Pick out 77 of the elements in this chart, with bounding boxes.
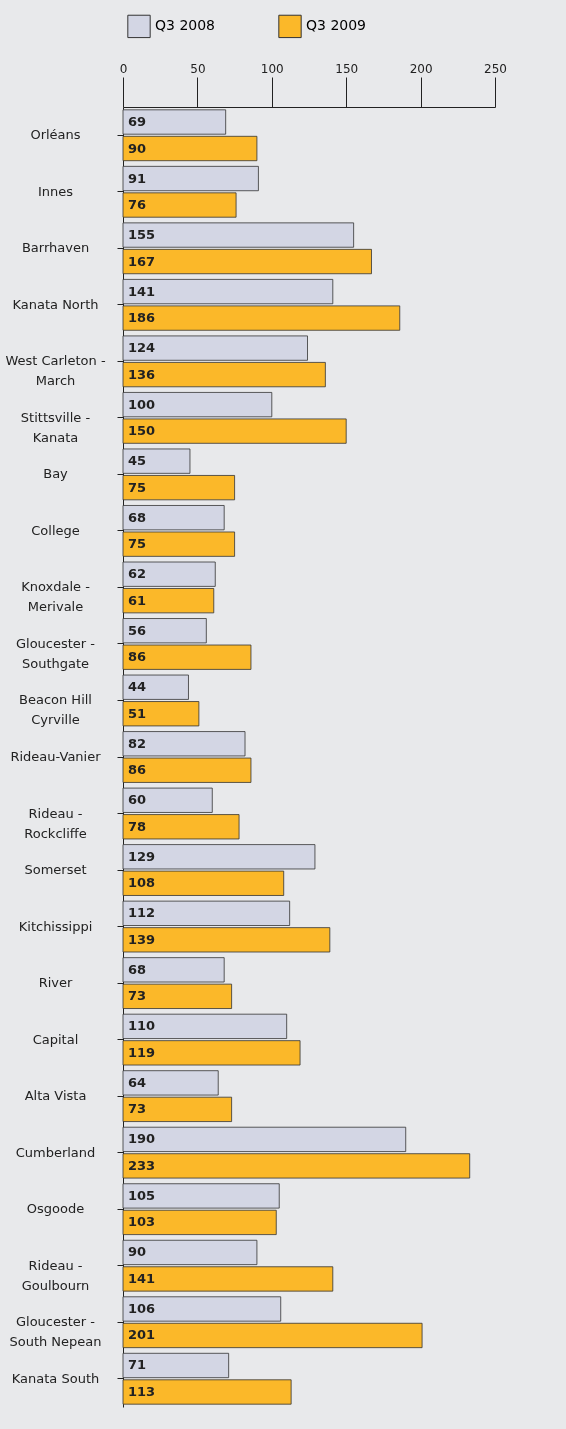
data-label: 106: [128, 1300, 156, 1316]
data-label: 190: [128, 1131, 156, 1147]
x-tick-label: 100: [260, 61, 284, 76]
data-label: 167: [128, 253, 156, 269]
data-label: 129: [128, 848, 156, 864]
y-tick-label: Rideau - Goulbourn: [21, 1257, 90, 1293]
y-tick-label: Knoxdale - Merivale: [21, 579, 91, 615]
data-label: 141: [128, 283, 156, 299]
data-label: 91: [128, 170, 147, 186]
x-tick-label: 50: [190, 61, 206, 76]
data-label: 233: [128, 1157, 156, 1173]
data-label: 78: [128, 818, 147, 834]
y-tick-label: Bay: [43, 466, 69, 482]
data-label: 51: [128, 705, 147, 721]
data-label: 68: [128, 961, 147, 977]
data-label: 113: [128, 1383, 156, 1399]
y-tick-label: Osgoode: [26, 1201, 85, 1217]
y-tick-label: West Carleton - March: [5, 353, 106, 389]
legend-label: Q3 2008: [155, 17, 216, 34]
data-label: 150: [128, 423, 156, 439]
data-label: 119: [128, 1044, 156, 1060]
data-label: 62: [128, 566, 147, 582]
x-tick-label: 150: [335, 61, 359, 76]
data-label: 139: [128, 931, 156, 947]
data-label: 105: [128, 1187, 156, 1203]
y-tick-label: Kanata North: [12, 296, 99, 312]
y-tick-label: Orléans: [30, 127, 81, 143]
y-tick-label: Gloucester - South Nepean: [9, 1314, 102, 1350]
y-tick-label: Barrhaven: [21, 240, 90, 256]
data-label: 141: [128, 1270, 156, 1286]
data-label: 73: [128, 988, 147, 1004]
y-tick-label: Rideau - Rockcliffe: [24, 805, 87, 841]
data-label: 75: [128, 536, 147, 552]
data-label: 103: [128, 1214, 156, 1230]
data-label: 60: [128, 792, 147, 808]
y-tick-label: College: [31, 522, 80, 538]
data-label: 90: [128, 140, 147, 156]
data-label: 186: [128, 310, 156, 326]
data-label: 73: [128, 1101, 147, 1117]
y-tick-label: Rideau-Vanier: [10, 749, 102, 764]
y-tick-label: Alta Vista: [24, 1088, 87, 1104]
data-label: 71: [128, 1357, 147, 1373]
data-label: 124: [128, 340, 156, 356]
data-label: 201: [128, 1327, 156, 1343]
y-tick-label: Cumberland: [15, 1144, 96, 1160]
data-label: 90: [128, 1244, 147, 1260]
data-label: 56: [128, 622, 147, 638]
data-label: 112: [128, 905, 156, 921]
data-label: 110: [128, 1018, 156, 1034]
data-label: 100: [128, 396, 156, 412]
y-tick-label: Somerset: [24, 862, 87, 878]
x-tick-label: 250: [484, 61, 507, 76]
data-label: 61: [128, 592, 147, 608]
y-tick-label: Kanata South: [11, 1370, 100, 1386]
data-label: 75: [128, 479, 147, 495]
data-label: 64: [128, 1074, 147, 1090]
y-tick-label: Innes: [37, 183, 74, 199]
x-tick-label: 200: [409, 61, 433, 76]
data-label: 69: [128, 114, 147, 130]
data-label: 68: [128, 509, 147, 525]
y-tick-label: Capital: [32, 1031, 79, 1047]
data-label: 108: [128, 875, 156, 891]
data-label: 76: [128, 197, 147, 213]
x-tick-label: 0: [119, 61, 128, 76]
data-label: 136: [128, 366, 156, 382]
y-tick-label: Beacon Hill Cyrville: [19, 692, 92, 728]
data-label: 86: [128, 649, 147, 665]
y-tick-label: River: [38, 975, 73, 991]
data-label: 44: [128, 679, 147, 695]
data-label: 86: [128, 762, 147, 778]
y-tick-label: Kitchissippi: [18, 918, 93, 934]
data-label: 155: [128, 227, 156, 243]
legend-label: Q3 2009: [306, 17, 367, 34]
y-tick-label: Stittsville - Kanata: [20, 409, 91, 445]
y-tick-label: Gloucester - Southgate: [15, 635, 96, 671]
data-label: 45: [128, 453, 147, 469]
data-label: 82: [128, 735, 147, 751]
